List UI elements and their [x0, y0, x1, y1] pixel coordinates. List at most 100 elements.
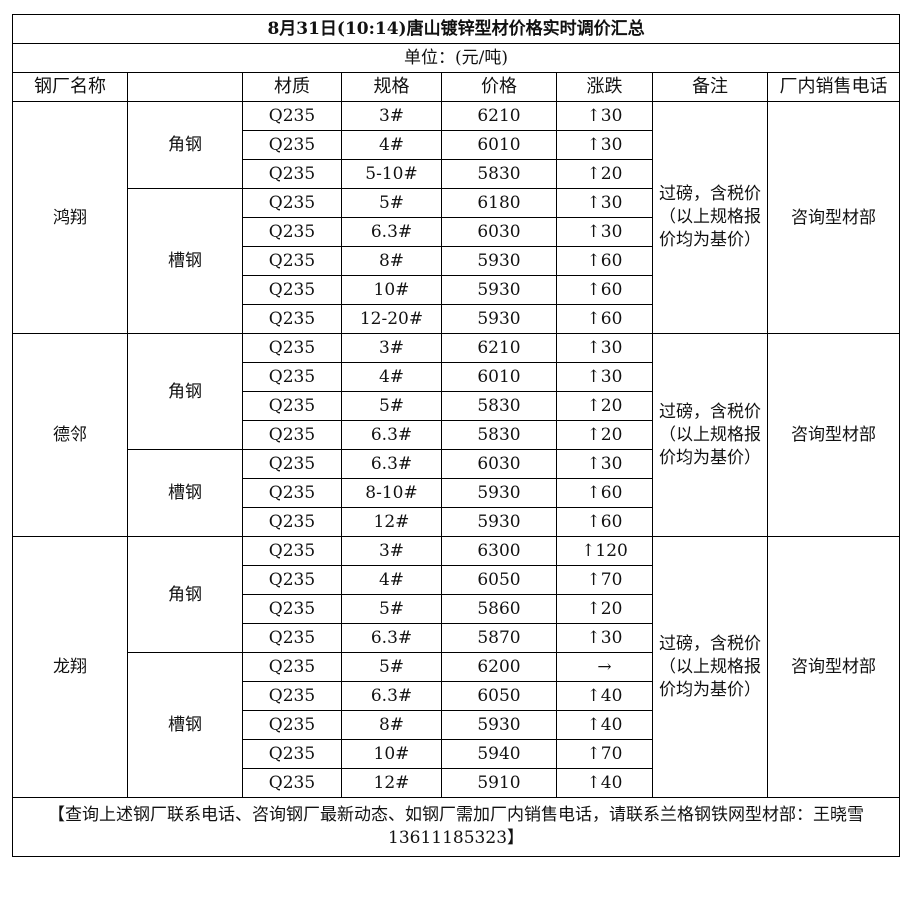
- spec-cell: 10#: [341, 739, 442, 769]
- price-cell: 5860: [441, 594, 557, 624]
- table-row: Q235 12-20# 5930 ↑60: [13, 304, 900, 334]
- steel-type: 槽钢: [127, 449, 243, 537]
- spec-cell: 6.3#: [341, 420, 442, 450]
- change-cell: ↑30: [556, 130, 653, 160]
- table-row: 槽钢 Q235 5# 6200 →: [13, 652, 900, 798]
- price-cell: 5910: [441, 768, 557, 798]
- spec-cell: 6.3#: [341, 681, 442, 711]
- change-cell: ↑30: [556, 449, 653, 479]
- steel-type: 槽钢: [127, 652, 243, 798]
- material-cell: Q235: [242, 681, 342, 711]
- spec-cell: 5#: [341, 188, 442, 218]
- page-title: 8月31日(10:14)唐山镀锌型材价格实时调价汇总: [11, 14, 901, 44]
- material-cell: Q235: [242, 478, 342, 508]
- price-cell: 5830: [441, 391, 557, 421]
- price-cell: 5930: [441, 304, 557, 334]
- price-cell: 5830: [441, 420, 557, 450]
- change-cell: ↑60: [556, 507, 653, 537]
- table-row: Q235 5# 5860 ↑20: [13, 594, 900, 624]
- table-row: 龙翔 角钢 Q235 3# 6300 ↑120 过磅，含税价（以上规格报价均为基价） 咨询型材…: [12, 536, 901, 798]
- price-cell: 6010: [441, 130, 557, 160]
- header-type: [127, 72, 243, 102]
- change-cell: →: [556, 652, 653, 682]
- mill-name: 鸿翔: [12, 101, 128, 334]
- price-cell: 6050: [441, 681, 557, 711]
- footer-row: 【查询上述钢厂联系电话、咨询钢厂最新动态、如钢厂需加厂内销售电话，请联系兰格钢铁…: [11, 797, 901, 857]
- price-cell: 6030: [441, 449, 557, 479]
- material-cell: Q235: [242, 594, 342, 624]
- phone-cell: 咨询型材部: [766, 333, 901, 537]
- change-cell: ↑120: [556, 536, 653, 566]
- table-row: Q235 8# 5930 ↑60: [13, 246, 900, 276]
- table-row: Q235 6.3# 5870 ↑30: [13, 623, 900, 653]
- spec-cell: 3#: [341, 536, 442, 566]
- change-cell: ↑60: [556, 478, 653, 508]
- change-cell: ↑60: [556, 246, 653, 276]
- table-row: Q235 6.3# 6030 ↑30: [13, 217, 900, 247]
- table-row: 鸿翔 角钢 Q235 3# 6210 ↑30 过磅，含税价（以上规格报价均为基价） 咨询型材部: [12, 101, 901, 334]
- header-note: 备注: [652, 72, 768, 102]
- material-cell: Q235: [242, 130, 342, 160]
- table-row: Q235 4# 6010 ↑30: [13, 362, 900, 392]
- change-cell: ↑60: [556, 275, 653, 305]
- phone-cell: 咨询型材部: [766, 101, 901, 334]
- price-cell: 5830: [441, 159, 557, 189]
- spec-cell: 5-10#: [341, 159, 442, 189]
- price-cell: 6030: [441, 217, 557, 247]
- change-cell: ↑40: [556, 768, 653, 798]
- table-row: Q235 4# 6050 ↑70: [13, 565, 900, 595]
- change-cell: ↑70: [556, 739, 653, 769]
- spec-cell: 12#: [341, 768, 442, 798]
- material-cell: Q235: [242, 188, 342, 218]
- note-cell: 过磅，含税价（以上规格报价均为基价）: [652, 101, 768, 334]
- price-cell: 6210: [441, 101, 557, 131]
- price-table: 8月31日(10:14)唐山镀锌型材价格实时调价汇总 单位：(元/吨) 钢厂名称…: [11, 14, 901, 857]
- table-row: 德邻 角钢 Q235 3# 6210 ↑30 过磅，含税价（以上规格报价均为基价） 咨询型材部: [12, 333, 901, 537]
- price-cell: 5930: [441, 710, 557, 740]
- spec-cell: 8#: [341, 246, 442, 276]
- header-spec: 规格: [341, 72, 442, 102]
- material-cell: Q235: [242, 275, 342, 305]
- table-row: Q235 12# 5930 ↑60: [13, 507, 900, 537]
- material-cell: Q235: [242, 420, 342, 450]
- spec-cell: 5#: [341, 594, 442, 624]
- price-cell: 6010: [441, 362, 557, 392]
- spec-cell: 5#: [341, 391, 442, 421]
- material-cell: Q235: [242, 304, 342, 334]
- header-price: 价格: [441, 72, 557, 102]
- spec-cell: 10#: [341, 275, 442, 305]
- change-cell: ↑40: [556, 710, 653, 740]
- price-cell: 5870: [441, 623, 557, 653]
- change-cell: ↑30: [556, 101, 653, 131]
- price-cell: 5940: [441, 739, 557, 769]
- material-cell: Q235: [242, 507, 342, 537]
- table-row: Q235 6.3# 6050 ↑40: [13, 681, 900, 711]
- table-row: Q235 4# 6010 ↑30: [13, 130, 900, 160]
- header-row: 钢厂名称 材质 规格 价格 涨跌 备注 厂内销售电话: [12, 72, 901, 102]
- material-cell: Q235: [242, 623, 342, 653]
- header-change: 涨跌: [556, 72, 653, 102]
- steel-type: 槽钢: [127, 188, 243, 334]
- change-cell: ↑20: [556, 420, 653, 450]
- note-cell: 过磅，含税价（以上规格报价均为基价）: [652, 536, 768, 798]
- phone-cell: 咨询型材部: [766, 536, 901, 798]
- spec-cell: 8#: [341, 710, 442, 740]
- spec-cell: 8-10#: [341, 478, 442, 508]
- material-cell: Q235: [242, 565, 342, 595]
- material-cell: Q235: [242, 739, 342, 769]
- price-cell: 6200: [441, 652, 557, 682]
- change-cell: ↑30: [556, 188, 653, 218]
- spec-cell: 4#: [341, 130, 442, 160]
- material-cell: Q235: [242, 159, 342, 189]
- price-cell: 5930: [441, 246, 557, 276]
- spec-cell: 6.3#: [341, 217, 442, 247]
- table-row: Q235 10# 5930 ↑60: [13, 275, 900, 305]
- header-phone: 厂内销售电话: [766, 72, 901, 102]
- spec-cell: 6.3#: [341, 623, 442, 653]
- material-cell: Q235: [242, 333, 342, 363]
- change-cell: ↑60: [556, 304, 653, 334]
- price-cell: 5930: [441, 507, 557, 537]
- mill-name: 德邻: [12, 333, 128, 537]
- change-cell: ↑20: [556, 391, 653, 421]
- change-cell: ↑70: [556, 565, 653, 595]
